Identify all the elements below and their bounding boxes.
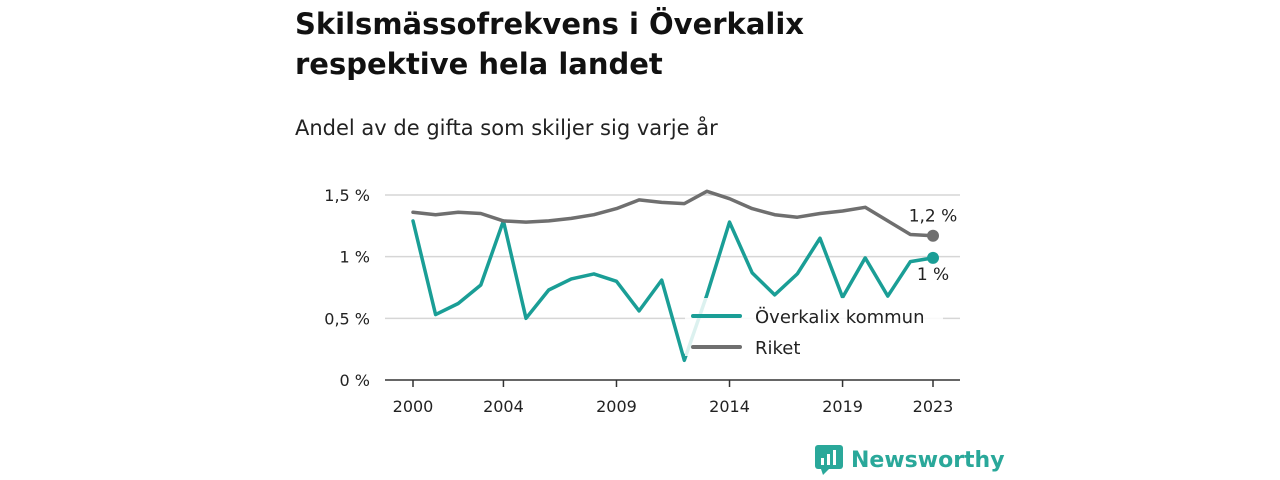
- brand-name: Newsworthy: [851, 447, 1005, 473]
- series-end-label: 1,2 %: [909, 207, 958, 227]
- chart-title: Skilsmässofrekvens i Överkalix respektiv…: [295, 7, 805, 81]
- legend: Överkalix kommun Riket: [685, 298, 943, 359]
- y-tick-label: 0,5 %: [324, 309, 370, 328]
- series-layer: 1 % 1,2 %: [411, 189, 958, 363]
- x-tick-label: 2009: [596, 397, 637, 416]
- series-line: [411, 219, 935, 363]
- newsworthy-logo-icon: [815, 445, 843, 475]
- x-tick-label: 2014: [709, 397, 750, 416]
- x-tick-label: 2004: [483, 397, 524, 416]
- series-endpoint: [927, 251, 939, 264]
- brand: Newsworthy: [815, 445, 1005, 475]
- chart-subtitle: Andel av de gifta som skiljer sig varje …: [295, 116, 718, 140]
- x-tick-label: 2023: [913, 397, 954, 416]
- series-endpoint: [927, 229, 939, 242]
- y-tick-label: 1,5 %: [324, 186, 370, 205]
- x-tick-label: 2019: [822, 397, 863, 416]
- y-tick-label: 1 %: [340, 248, 370, 267]
- series-end-label: 1 %: [917, 265, 949, 285]
- x-tick-label: 2000: [393, 397, 434, 416]
- legend-label: Överkalix kommun: [755, 306, 925, 328]
- axis-layer: 0 % 0,5 % 1 % 1,5 % 2000 2004 2009 2014 2019 2023: [324, 186, 960, 416]
- y-tick-label: 0 %: [340, 371, 370, 390]
- legend-label: Riket: [755, 338, 800, 359]
- series-line: [411, 189, 935, 238]
